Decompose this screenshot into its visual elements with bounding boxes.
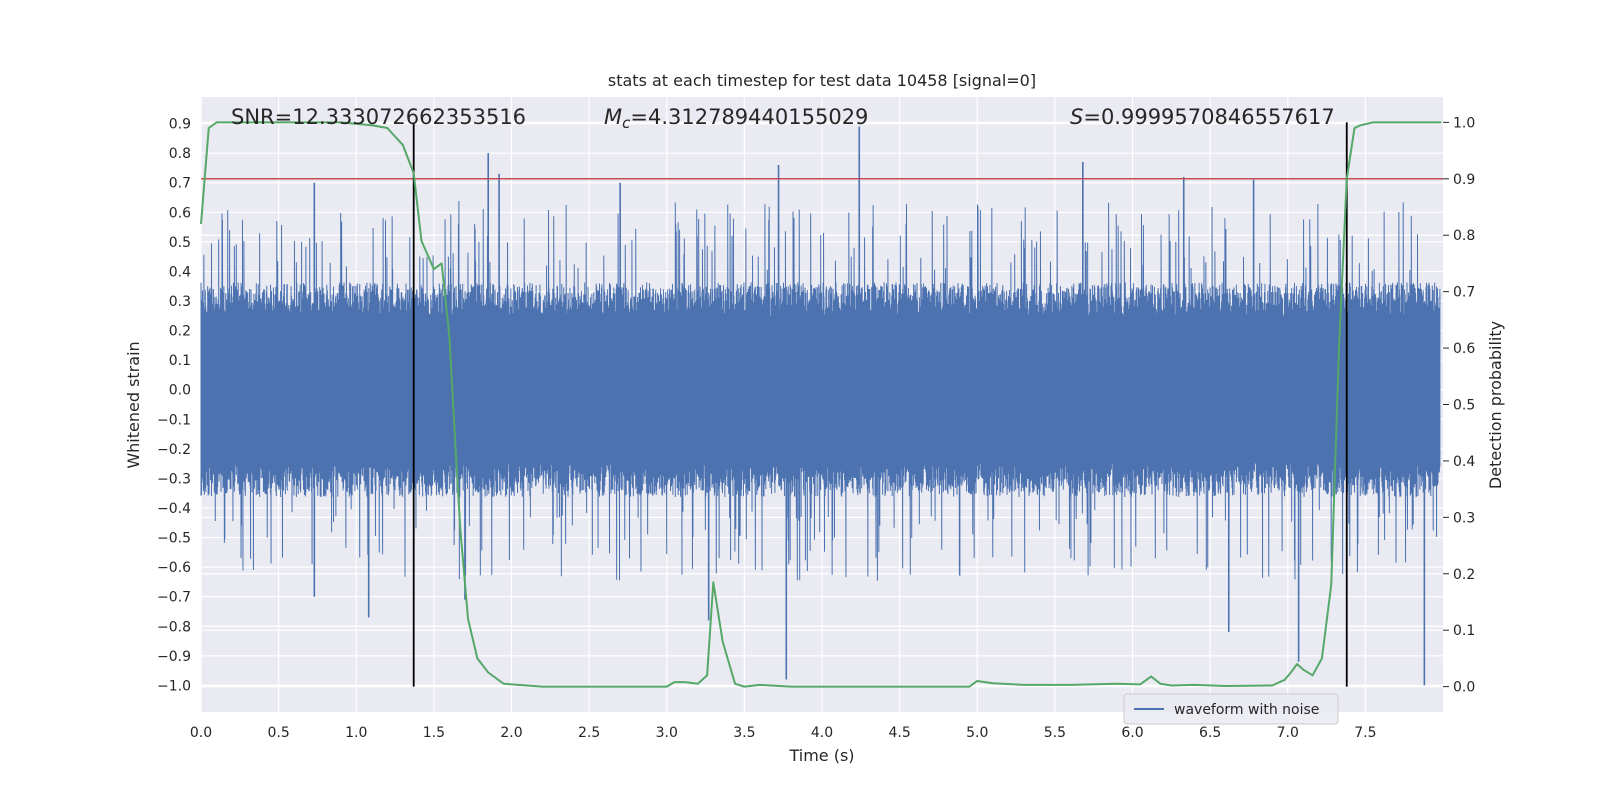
overlay-lines [200, 121, 1443, 688]
x-tick-label: 5.0 [966, 725, 988, 741]
x-tick-label: 3.0 [656, 725, 678, 741]
y-right-axis-label: Detection probability [1486, 321, 1505, 489]
mc-subscript: c [622, 114, 631, 132]
mc-symbol: M [604, 105, 622, 129]
y-left-tick-label: −0.1 [157, 412, 191, 428]
s-annotation: S=0.9999570846557617 [1070, 105, 1335, 129]
x-tick-label: 7.0 [1277, 725, 1299, 741]
y-right-tick-label: 0.5 [1453, 398, 1475, 414]
x-axis-label: Time (s) [788, 746, 854, 765]
y-left-axis-ticks: 0.9 0.8 0.7 0.6 0.5 0.4 0.3 0.2 0.1 0.0 −0.1 −0.2 −0… [157, 117, 191, 695]
x-tick-label: 5.5 [1044, 725, 1066, 741]
y-left-tick-label: 0.9 [169, 117, 191, 133]
y-right-tick-label: 0.4 [1453, 454, 1475, 470]
y-left-tick-label: 0.0 [169, 383, 191, 399]
y-left-tick-label: −0.7 [157, 590, 191, 606]
y-right-tick-label: 0.3 [1453, 510, 1475, 526]
y-right-tick-label: 0.0 [1453, 680, 1475, 696]
y-left-tick-label: 0.5 [169, 235, 191, 251]
s-value: =0.9999570846557617 [1083, 105, 1334, 129]
y-left-tick-label: 0.4 [169, 264, 191, 280]
y-right-axis-ticks: 1.0 0.9 0.8 0.7 0.6 0.5 0.4 0.3 0.2 0.1 0.0 [1443, 115, 1475, 696]
waveform-series [200, 126, 1441, 686]
x-tick-label: 4.0 [811, 725, 833, 741]
y-left-tick-label: 0.2 [169, 324, 191, 340]
y-right-tick-label: 0.9 [1453, 172, 1475, 188]
y-left-tick-label: −0.3 [157, 471, 191, 487]
y-left-tick-label: 0.3 [169, 294, 191, 310]
y-left-tick-label: −0.6 [157, 560, 191, 576]
x-tick-label: 2.5 [578, 725, 600, 741]
mc-annotation: Mc=4.312789440155029 [604, 105, 868, 132]
x-tick-label: 6.0 [1121, 725, 1143, 741]
x-tick-label: 6.5 [1199, 725, 1221, 741]
y-right-tick-label: 0.2 [1453, 567, 1475, 583]
x-tick-label: 4.5 [888, 725, 910, 741]
y-left-tick-label: −1.0 [157, 678, 191, 694]
x-tick-label: 0.5 [267, 725, 289, 741]
y-left-tick-label: 0.1 [169, 353, 191, 369]
legend-label: waveform with noise [1174, 702, 1319, 718]
probability-line [200, 121, 1442, 688]
x-tick-label: 2.0 [500, 725, 522, 741]
y-left-tick-label: −0.2 [157, 442, 191, 458]
y-right-tick-label: 0.6 [1453, 341, 1475, 357]
x-tick-label: 7.5 [1354, 725, 1376, 741]
chart-title: stats at each timestep for test data 104… [608, 71, 1036, 90]
y-left-tick-label: 0.8 [169, 146, 191, 162]
x-tick-label: 0.0 [190, 725, 212, 741]
legend: waveform with noise [1123, 693, 1339, 725]
y-left-axis-label: Whitened strain [124, 341, 143, 468]
legend-box [1123, 693, 1339, 725]
y-right-tick-label: 0.7 [1453, 285, 1475, 301]
x-tick-label: 3.5 [733, 725, 755, 741]
y-left-tick-label: −0.5 [157, 531, 191, 547]
y-left-tick-label: 0.6 [169, 205, 191, 221]
y-left-tick-label: −0.4 [157, 501, 191, 517]
y-right-tick-label: 0.8 [1453, 228, 1475, 244]
y-left-tick-label: −0.8 [157, 619, 191, 635]
y-left-tick-label: 0.7 [169, 176, 191, 192]
mc-value: =4.312789440155029 [630, 105, 868, 129]
y-left-tick-label: −0.9 [157, 649, 191, 665]
snr-annotation: SNR=12.333072662353516 [231, 105, 526, 129]
y-right-tick-label: 1.0 [1453, 115, 1475, 131]
waveform-line [200, 201, 1441, 581]
x-tick-label: 1.5 [423, 725, 445, 741]
y-right-tick-label: 0.1 [1453, 623, 1475, 639]
s-symbol: S [1070, 105, 1083, 129]
x-tick-label: 1.0 [345, 725, 367, 741]
x-axis-ticks: 0.0 0.5 1.0 1.5 2.0 2.5 3.0 3.5 4.0 4.5 5.0 5.5 6.0 6… [190, 725, 1377, 741]
